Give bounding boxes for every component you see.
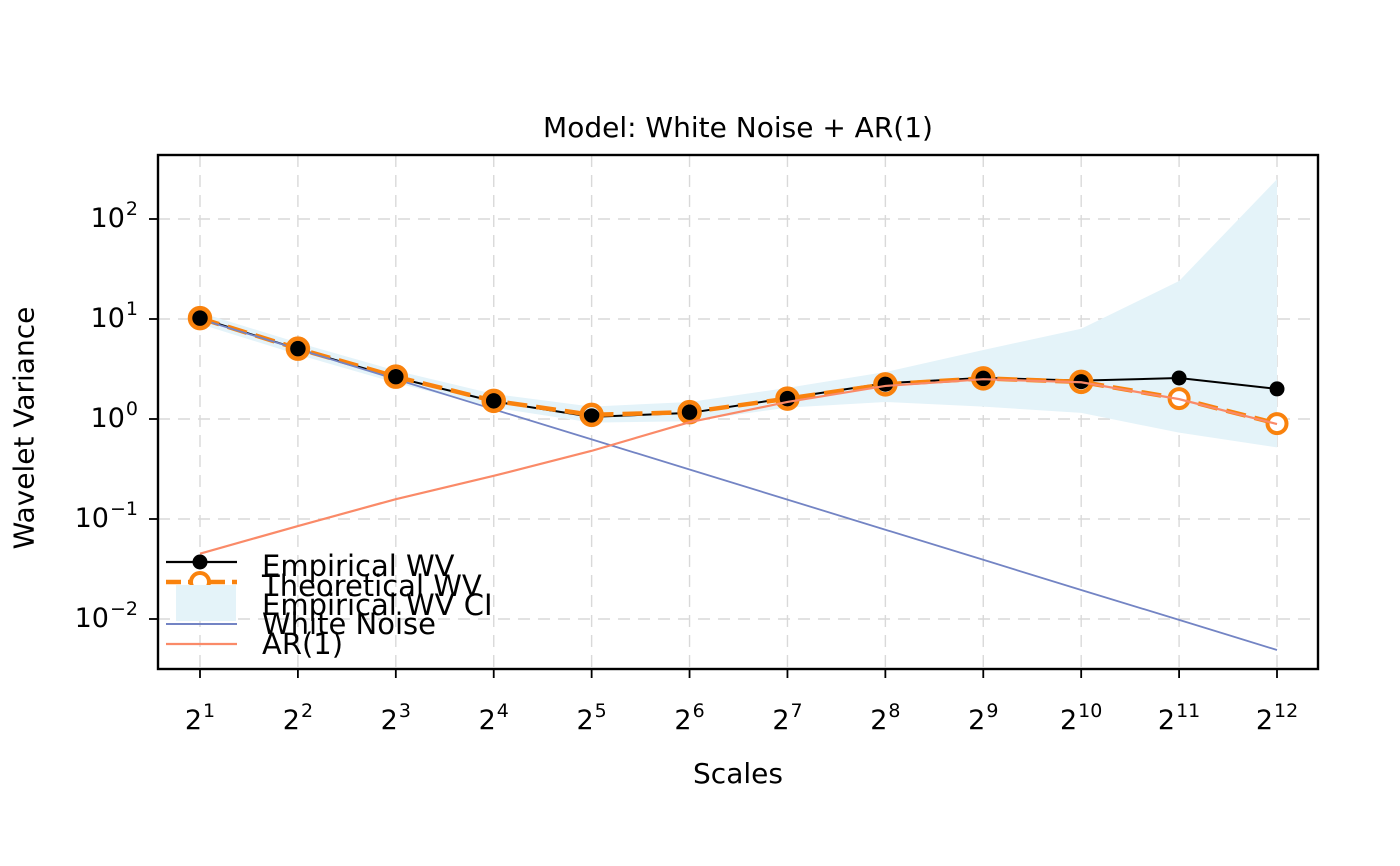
empirical-wv-marker xyxy=(485,392,503,410)
empirical-wv-marker xyxy=(1269,381,1285,397)
legend-swatch-empirical-wv-dot xyxy=(192,554,208,570)
x-tick-label: 23 xyxy=(380,700,411,736)
legend-swatch-ci-patch xyxy=(176,585,236,621)
empirical-wv-marker xyxy=(191,309,209,327)
x-axis-label: Scales xyxy=(693,757,783,790)
x-tick-label: 22 xyxy=(282,700,314,736)
theoretical-wv-marker xyxy=(285,336,311,361)
x-tick-label: 21 xyxy=(184,700,216,736)
x-tick-label: 26 xyxy=(674,700,705,736)
empirical-wv-marker xyxy=(681,404,699,422)
y-tick-label: 101 xyxy=(90,298,138,334)
legend-item-white-noise: White Noise xyxy=(262,607,436,641)
x-tick-label: 211 xyxy=(1157,700,1201,736)
axis-frame xyxy=(156,153,1320,671)
theoretical-wv-marker xyxy=(775,386,800,411)
x-tick-label: 27 xyxy=(772,700,803,736)
empirical-wv-marker xyxy=(1072,372,1090,390)
x-tick-label: 212 xyxy=(1255,700,1299,736)
theoretical-wv-marker xyxy=(579,402,604,428)
y-tick-label: 102 xyxy=(90,198,138,234)
empirical-wv-marker xyxy=(289,340,307,358)
x-tick-label: 28 xyxy=(870,700,901,736)
white-noise-line xyxy=(199,318,1278,651)
y-tick-label: 10−2 xyxy=(74,598,138,634)
y-tick-label: 10−1 xyxy=(74,498,138,534)
x-tick-label: 24 xyxy=(478,700,509,736)
ar1-line xyxy=(199,378,1278,555)
empirical-wv-marker xyxy=(387,369,405,387)
legend-item-empirical-wv: Empirical WV xyxy=(262,549,455,583)
legend-item-ar1: AR(1) xyxy=(262,627,344,661)
x-tick-label: 25 xyxy=(576,700,607,736)
theoretical-wv-marker xyxy=(187,305,213,331)
theoretical-wv-marker xyxy=(971,366,996,391)
y-tick-label: 100 xyxy=(90,398,138,434)
chart-title: Model: White Noise + AR(1) xyxy=(543,111,933,144)
theoretical-wv-marker xyxy=(383,364,409,389)
empirical-wv-marker xyxy=(974,369,992,387)
empirical-wv-marker xyxy=(583,408,601,426)
theoretical-wv-marker xyxy=(481,388,506,414)
empirical-wv-marker xyxy=(1171,370,1187,386)
legend-item-empirical-wv-ci: Empirical WV CI xyxy=(262,588,493,622)
x-tick-label: 29 xyxy=(968,700,999,736)
legend-item-theoretical-wv: Theoretical WV xyxy=(262,569,482,603)
x-tick-label: 210 xyxy=(1059,700,1103,736)
